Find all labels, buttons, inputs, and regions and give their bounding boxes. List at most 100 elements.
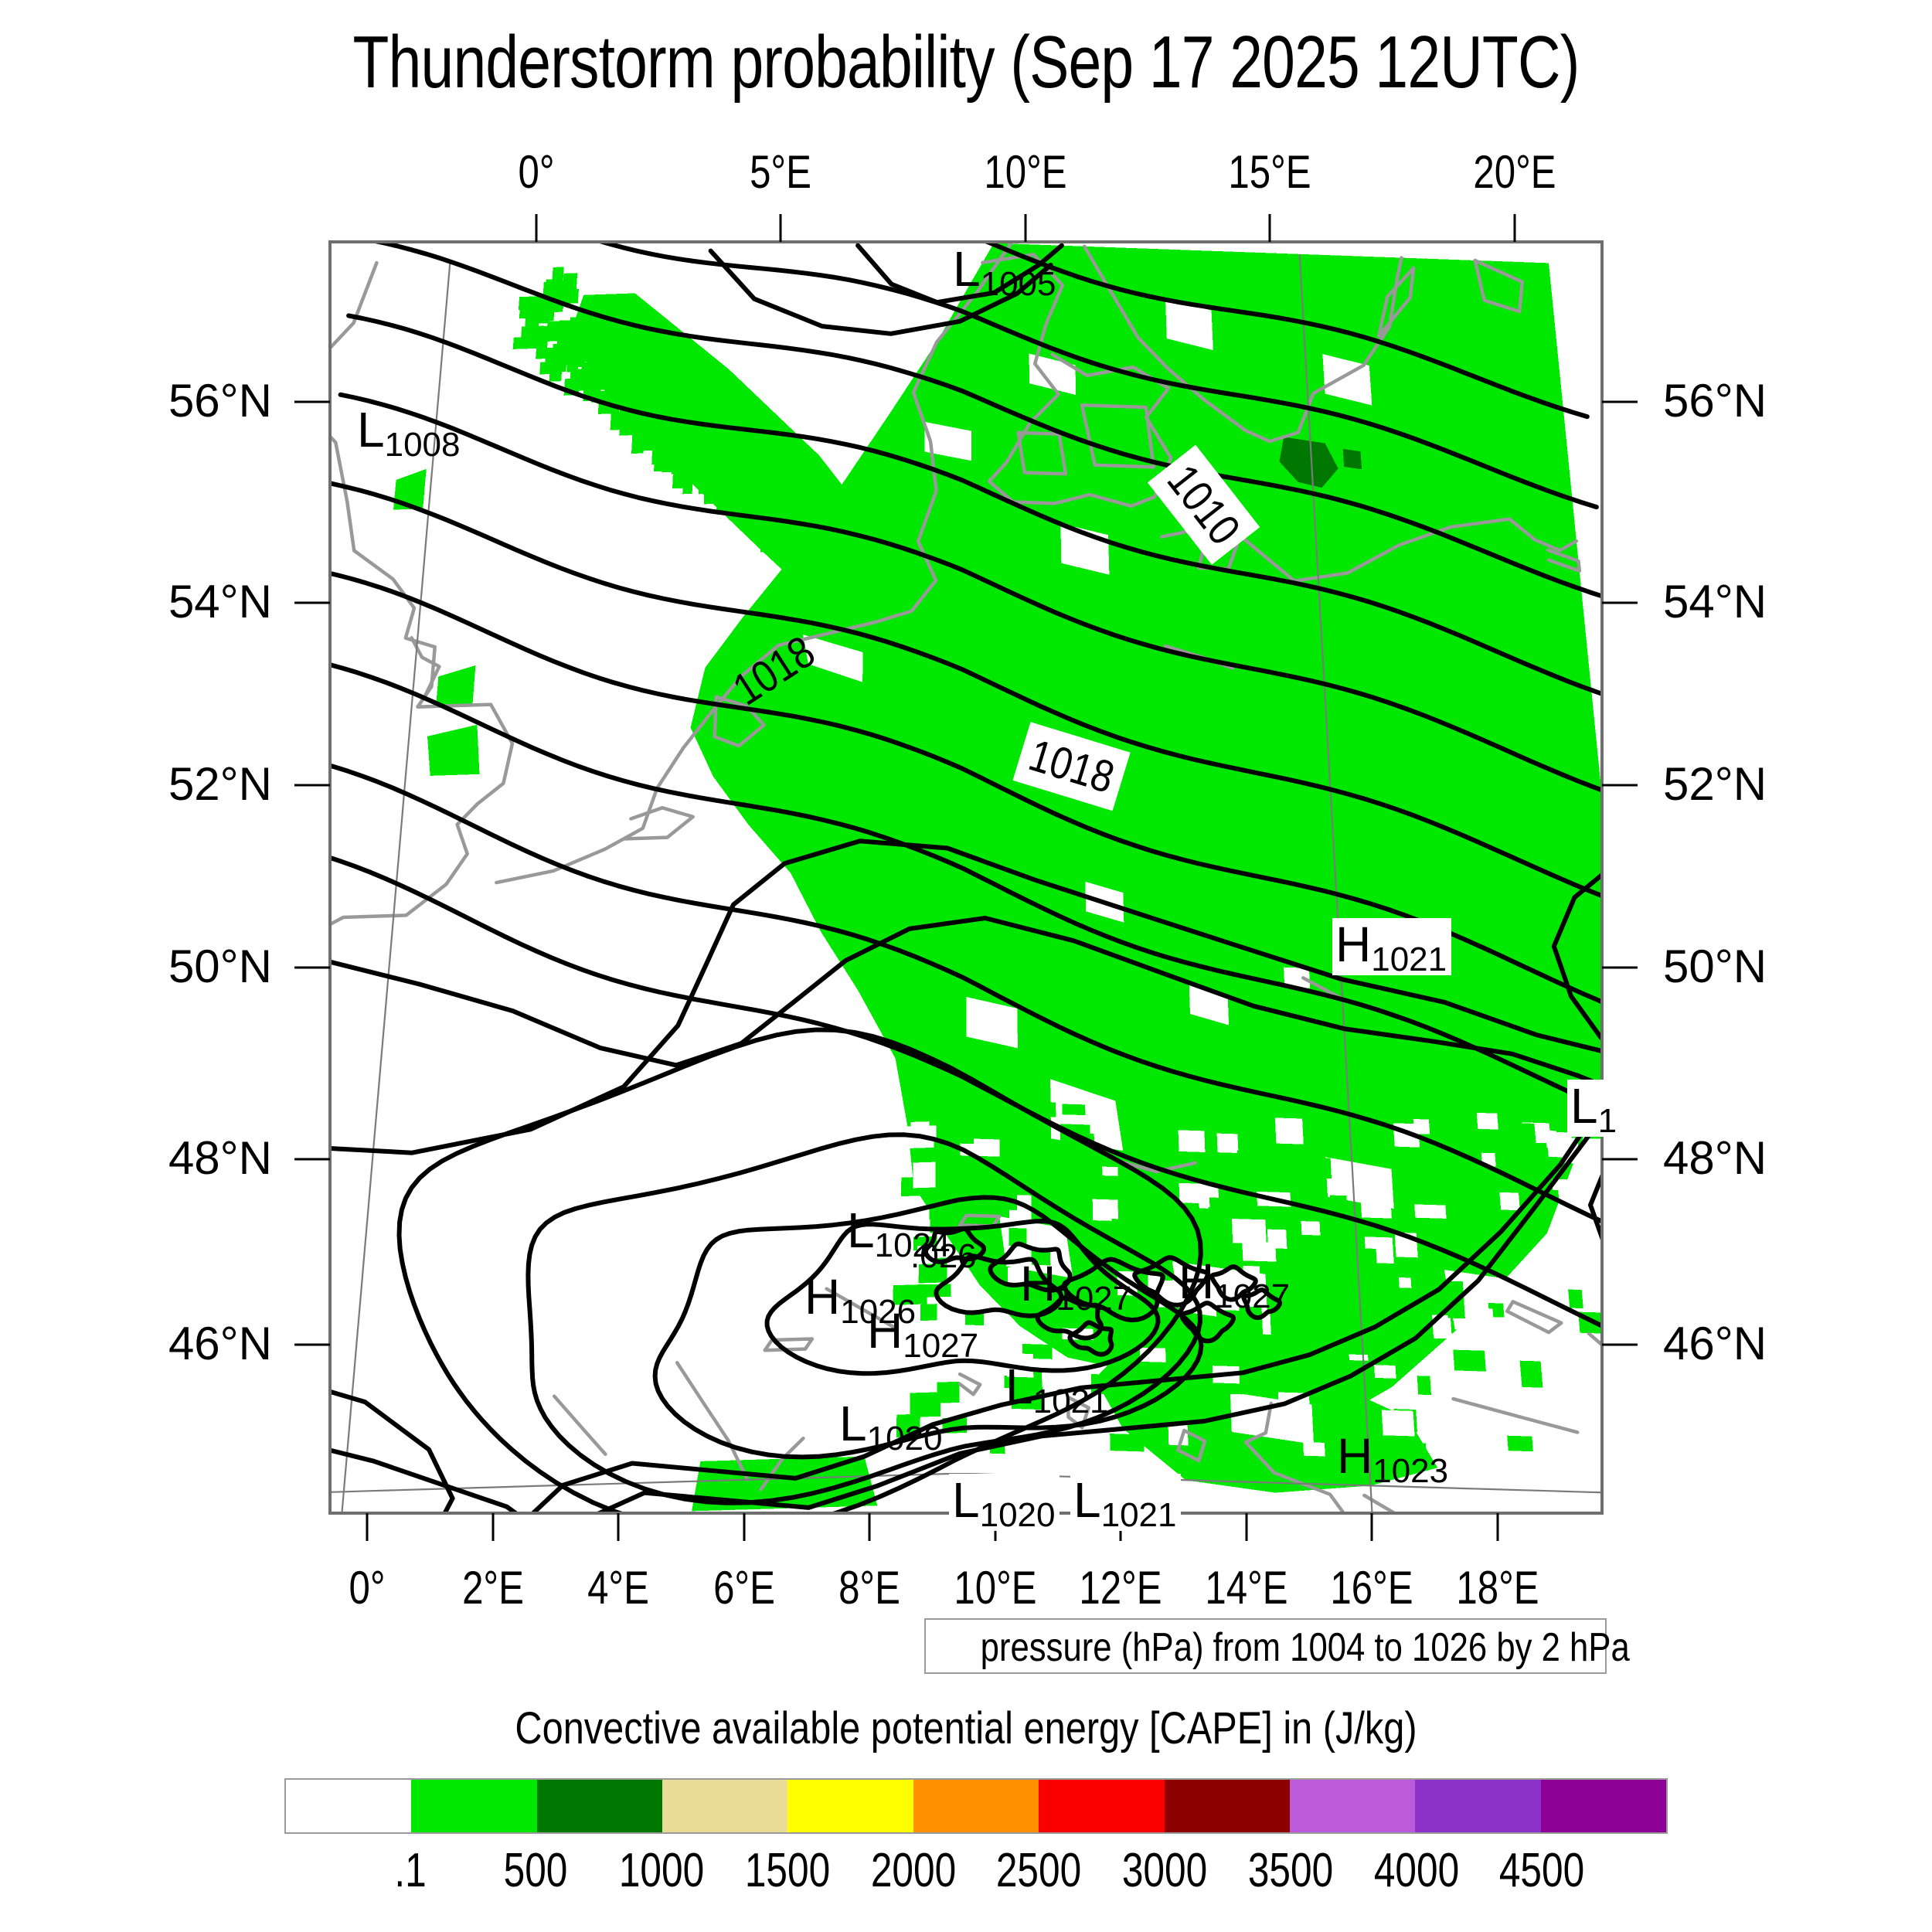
- pressure-centre-value: 1023: [1372, 1452, 1449, 1490]
- cape-region: [436, 665, 476, 706]
- isobar: [855, 243, 1064, 305]
- isobar: [1132, 1255, 1210, 1308]
- coastline: [621, 806, 695, 841]
- colorbar-swatch[interactable]: [1415, 1780, 1541, 1832]
- colorbar-swatch[interactable]: [662, 1780, 788, 1832]
- coastline: [1016, 430, 1068, 476]
- coastline: [1505, 1300, 1563, 1335]
- lat-label-left: 46°N: [168, 1318, 272, 1369]
- pressure-centre-value: 1021: [1032, 1383, 1109, 1420]
- isobar: [934, 1253, 1064, 1318]
- lat-label-left: 56°N: [168, 375, 272, 427]
- colorbar-tick: 500: [504, 1844, 568, 1897]
- lon-label-top: 20°E: [1473, 146, 1556, 198]
- colorbar-swatch[interactable]: [1289, 1780, 1416, 1832]
- pressure-centre-value: 1008: [384, 426, 461, 464]
- lat-label-left: 52°N: [168, 758, 272, 810]
- isobar: [330, 481, 1602, 899]
- colorbar-swatch[interactable]: [1540, 1780, 1666, 1832]
- coastline: [1473, 258, 1525, 314]
- page-title: Thunderstorm probability (Sep 17 2025 12…: [352, 21, 1580, 104]
- pressure-centre-value: 1024: [874, 1226, 951, 1264]
- lon-label-top: 5°E: [750, 146, 811, 198]
- pressure-note-text: pressure (hPa) from 1004 to 1026 by 2 hP…: [980, 1625, 1630, 1670]
- isobar: [338, 392, 1602, 793]
- pressure-centre-value: 1027: [903, 1327, 979, 1365]
- pressure-centre-label: L1008: [357, 402, 460, 462]
- cape-region: [427, 724, 480, 776]
- isobar: [981, 242, 1590, 420]
- isobar: [1241, 1287, 1283, 1320]
- pressure-centre-type: L: [357, 402, 385, 457]
- pressure-centre-type: L: [1073, 1472, 1101, 1528]
- colorbar-swatch[interactable]: [787, 1780, 913, 1832]
- pressure-centre-label: H1026: [804, 1272, 916, 1329]
- isobar: [923, 1226, 987, 1264]
- lat-label-right: 46°N: [1663, 1318, 1767, 1369]
- pressure-centre-value: 1027: [1056, 1280, 1132, 1318]
- colorbar-swatch[interactable]: [536, 1780, 663, 1832]
- coastline: [1176, 1428, 1207, 1463]
- axis-tick-layer: [294, 214, 1638, 1541]
- pressure-centre-type: H: [1179, 1253, 1215, 1309]
- pressure-centre-value: 1026: [840, 1293, 917, 1331]
- pressure-centre-value: 1027: [1214, 1277, 1291, 1315]
- pressure-centre-type: L: [1570, 1078, 1598, 1134]
- pressure-centre-type: L: [839, 1396, 867, 1451]
- colorbar[interactable]: [284, 1778, 1668, 1834]
- isobar: [330, 763, 1602, 1224]
- colorbar-swatch[interactable]: [1039, 1780, 1165, 1832]
- colorbar-title: Convective available potential energy [C…: [515, 1703, 1417, 1753]
- colorbar-tick: 3500: [1247, 1844, 1333, 1897]
- isobar: [708, 248, 1053, 336]
- cape-region: [827, 583, 997, 759]
- isobar: [346, 313, 1602, 696]
- colorbar-tick: 2500: [996, 1844, 1082, 1897]
- pressure-centre-label: L1005: [953, 244, 1056, 301]
- colorbar-tick: .1: [394, 1844, 427, 1897]
- isobar: [594, 242, 1599, 510]
- colorbar-tick: 1000: [618, 1844, 705, 1897]
- pressure-centre-label: H1023: [1337, 1428, 1448, 1488]
- pressure-centre-type: L: [1005, 1359, 1033, 1414]
- pressure-centre-label: L1020: [949, 1474, 1060, 1532]
- lon-label-top: 0°: [518, 146, 555, 198]
- pressure-centre-value: .026: [910, 1237, 977, 1275]
- pressure-centre-label: L1021: [1005, 1359, 1108, 1419]
- colorbar-swatch[interactable]: [411, 1780, 537, 1832]
- colorbar-swatch[interactable]: [286, 1780, 412, 1832]
- lat-label-right: 52°N: [1663, 758, 1767, 810]
- graticule-meridian: [1298, 253, 1373, 1513]
- pressure-centre-type: H: [867, 1303, 903, 1359]
- isobar: [396, 1027, 1203, 1513]
- colorbar-tick: 3000: [1121, 1844, 1208, 1897]
- colorbar-swatch[interactable]: [1164, 1780, 1290, 1832]
- coastline: [1082, 244, 1403, 444]
- isobar: [652, 1195, 1204, 1460]
- isobar: [330, 662, 1602, 1110]
- pressure-centre-value-extra: .026: [910, 1230, 977, 1274]
- lat-label-right: 56°N: [1663, 375, 1767, 427]
- pressure-centre-type: H: [1337, 1428, 1373, 1484]
- lat-label-left: 50°N: [168, 940, 272, 992]
- pressure-centre-value: 1020: [866, 1420, 943, 1458]
- coastline: [495, 242, 1013, 885]
- isobar: [594, 1113, 1602, 1513]
- pressure-centre-type: L: [847, 1202, 875, 1258]
- colorbar-tick: 2000: [870, 1844, 956, 1897]
- lon-label-bottom: 10°E: [954, 1562, 1037, 1614]
- coastline: [1451, 1396, 1580, 1434]
- lat-label-left: 48°N: [168, 1132, 272, 1184]
- colorbar-swatch[interactable]: [913, 1780, 1039, 1832]
- pressure-centre-type: H: [1335, 917, 1372, 972]
- lat-label-right: 50°N: [1663, 940, 1767, 992]
- graticule-meridian: [341, 260, 451, 1513]
- lon-label-bottom: 0°: [349, 1562, 386, 1614]
- pressure-centre-value: 1021: [1100, 1496, 1177, 1534]
- lon-label-bottom: 4°E: [587, 1562, 649, 1614]
- cape-region: [692, 1456, 878, 1512]
- coastline: [330, 260, 515, 927]
- lon-label-bottom: 8°E: [838, 1562, 900, 1614]
- pressure-note-box: pressure (hPa) from 1004 to 1026 by 2 hP…: [924, 1618, 1630, 1674]
- colorbar-tick: 1500: [744, 1844, 831, 1897]
